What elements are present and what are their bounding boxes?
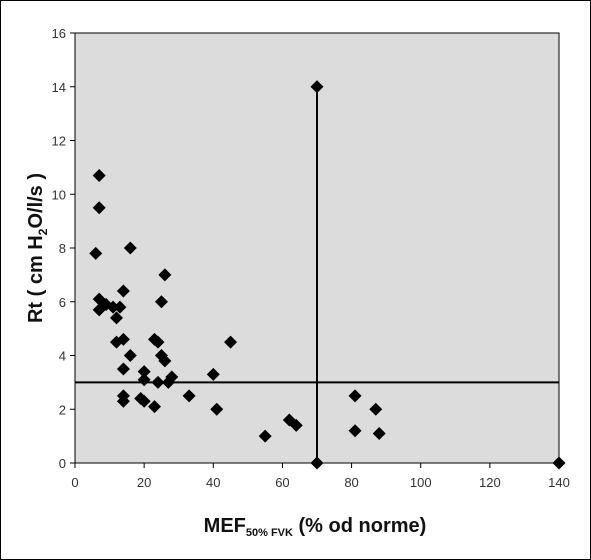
data-point-marker [113,300,127,314]
x-tick-label: 80 [344,475,358,490]
data-point-marker [224,335,238,349]
data-point-marker [116,284,130,298]
data-point-marker [137,373,151,387]
data-point-marker [165,370,179,384]
y-tick-label: 2 [59,402,66,417]
data-point-marker [109,311,123,325]
y-tick-label: 14 [52,80,66,95]
x-tick-label: 140 [548,475,570,490]
data-point-marker [310,80,324,94]
data-point-marker [154,295,168,309]
data-point-marker [116,362,130,376]
data-point-marker [348,424,362,438]
x-tick-labels: 0 20 40 60 80 100 120 140 [71,463,570,490]
data-point-marker [89,246,103,260]
data-point-marker [151,375,165,389]
y-tick-label: 10 [52,187,66,202]
data-point-marker [106,300,120,314]
y-tick-label: 8 [59,241,66,256]
data-point-marker [552,456,566,470]
data-point-marker [289,418,303,432]
y-tick-labels: 0 2 4 6 8 10 12 14 16 [52,26,75,471]
x-axis-title-main: MEF [204,515,246,537]
y-tick-label: 6 [59,295,66,310]
data-point-marker [137,394,151,408]
data-point-marker [369,402,383,416]
x-tick-label: 60 [275,475,289,490]
y-tick-label: 12 [52,134,66,149]
data-point-marker [158,268,172,282]
data-point-marker [372,426,386,440]
y-axis-title-prefix: Rt ( cm H [25,235,47,323]
y-axis-title-suffix: O/l/s ) [25,173,47,229]
y-tick-label: 16 [52,26,66,41]
data-point-marker [123,241,137,255]
y-tick-label: 4 [59,349,66,364]
y-axis-title: Rt ( cm H2O/l/s ) [25,173,50,323]
data-point-marker [116,394,130,408]
x-tick-label: 120 [479,475,501,490]
data-point-marker [158,354,172,368]
data-point-marker [310,456,324,470]
x-tick-label: 100 [410,475,432,490]
data-point-marker [210,402,224,416]
x-tick-label: 40 [206,475,220,490]
data-point-marker [123,349,137,362]
data-point-marker [182,389,196,403]
data-point-marker [258,429,272,443]
x-tick-label: 20 [137,475,151,490]
x-tick-label: 0 [71,475,78,490]
data-points [89,80,566,470]
data-point-marker [151,335,165,349]
x-axis-title: MEF50% FVK (% od norme) [204,515,427,539]
data-point-marker [92,168,106,182]
data-point-marker [92,201,106,215]
x-axis-title-subscript: 50% FVK [246,527,293,539]
data-point-marker [148,400,162,414]
y-axis-title-subscript: 2 [36,228,50,235]
data-point-marker [348,389,362,403]
y-tick-label: 0 [59,456,66,471]
x-axis-title-rest: (% od norme) [293,515,426,537]
data-point-marker [116,332,130,346]
data-point-marker [206,367,220,381]
data-point-marker [137,365,151,379]
